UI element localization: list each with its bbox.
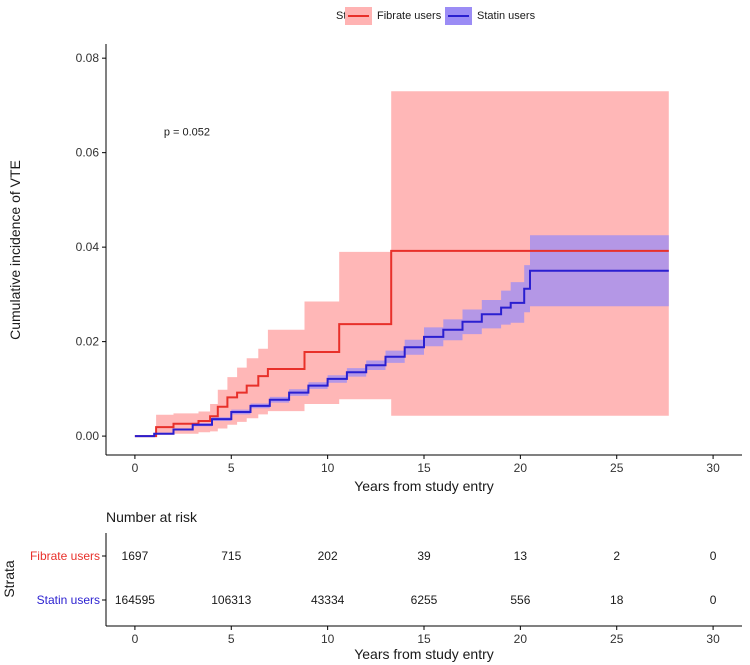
risk-table-x-ticks: 0 5 10 15 20 25 30 [132, 626, 720, 646]
risk-cell-statin: 556 [510, 593, 530, 607]
legend-label-statin: Statin users [477, 10, 536, 22]
risk-x-tick-label: 30 [706, 632, 720, 646]
incidence-lines [134, 249, 669, 438]
x-axis-title: Years from study entry [354, 478, 494, 494]
risk-cell-statin: 18 [610, 593, 624, 607]
y-tick-label: 0.08 [76, 51, 100, 65]
risk-x-tick-label: 10 [321, 632, 335, 646]
risk-x-tick-label: 5 [228, 632, 235, 646]
risk-table: Number at risk Strata Fibrate users Stat… [1, 509, 742, 662]
risk-x-tick-label: 0 [132, 632, 139, 646]
risk-x-tick-label: 25 [610, 632, 624, 646]
x-tick-label: 0 [132, 461, 139, 475]
x-tick-label: 20 [514, 461, 528, 475]
x-tick-label: 25 [610, 461, 624, 475]
risk-cell-fibrate: 39 [417, 549, 431, 563]
risk-cell-statin: 43334 [311, 593, 345, 607]
risk-cell-fibrate: 1697 [122, 549, 149, 563]
y-tick-label: 0.00 [76, 429, 100, 443]
risk-table-x-axis-title: Years from study entry [354, 646, 494, 662]
ci-band-statin [134, 235, 669, 437]
risk-cell-fibrate: 202 [318, 549, 338, 563]
x-tick-label: 5 [228, 461, 235, 475]
risk-x-tick-label: 15 [417, 632, 431, 646]
risk-cell-fibrate: 13 [514, 549, 528, 563]
p-value-annotation: p = 0.052 [164, 126, 210, 138]
confidence-bands [134, 91, 669, 437]
risk-cell-statin: 164595 [115, 593, 155, 607]
risk-table-cells: 1697 715 202 39 13 2 0 164595 106313 43334 6255 556… [102, 549, 717, 607]
risk-cell-fibrate: 715 [221, 549, 241, 563]
y-tick-label: 0.06 [76, 146, 100, 160]
risk-cell-statin: 6255 [411, 593, 438, 607]
risk-table-title: Number at risk [106, 509, 198, 525]
risk-row-label-fibrate: Fibrate users [30, 549, 100, 563]
main-plot: 0.00 0.02 0.04 0.06 0.08 0 5 10 15 20 25 30 p = 0.… [7, 44, 742, 494]
y-axis-ticks: 0.00 0.02 0.04 0.06 0.08 [76, 51, 106, 443]
y-tick-label: 0.04 [76, 240, 100, 254]
risk-cell-fibrate: 2 [613, 549, 620, 563]
x-tick-label: 10 [321, 461, 335, 475]
y-tick-label: 0.02 [76, 335, 100, 349]
legend: Strata Fibrate users Statin users [336, 7, 536, 25]
risk-cell-statin: 0 [710, 593, 717, 607]
risk-cell-statin: 106313 [211, 593, 251, 607]
x-tick-label: 15 [417, 461, 431, 475]
x-axis-ticks: 0 5 10 15 20 25 30 [132, 455, 720, 475]
risk-x-tick-label: 20 [514, 632, 528, 646]
incidence-line-statin [134, 269, 669, 438]
risk-cell-fibrate: 0 [710, 549, 717, 563]
risk-table-strata-title: Strata [1, 560, 17, 598]
y-axis-title: Cumulative incidence of VTE [7, 160, 23, 340]
ci-band-fibrate [134, 91, 669, 437]
risk-row-label-statin: Statin users [37, 593, 100, 607]
x-tick-label: 30 [706, 461, 720, 475]
legend-label-fibrate: Fibrate users [377, 10, 442, 22]
